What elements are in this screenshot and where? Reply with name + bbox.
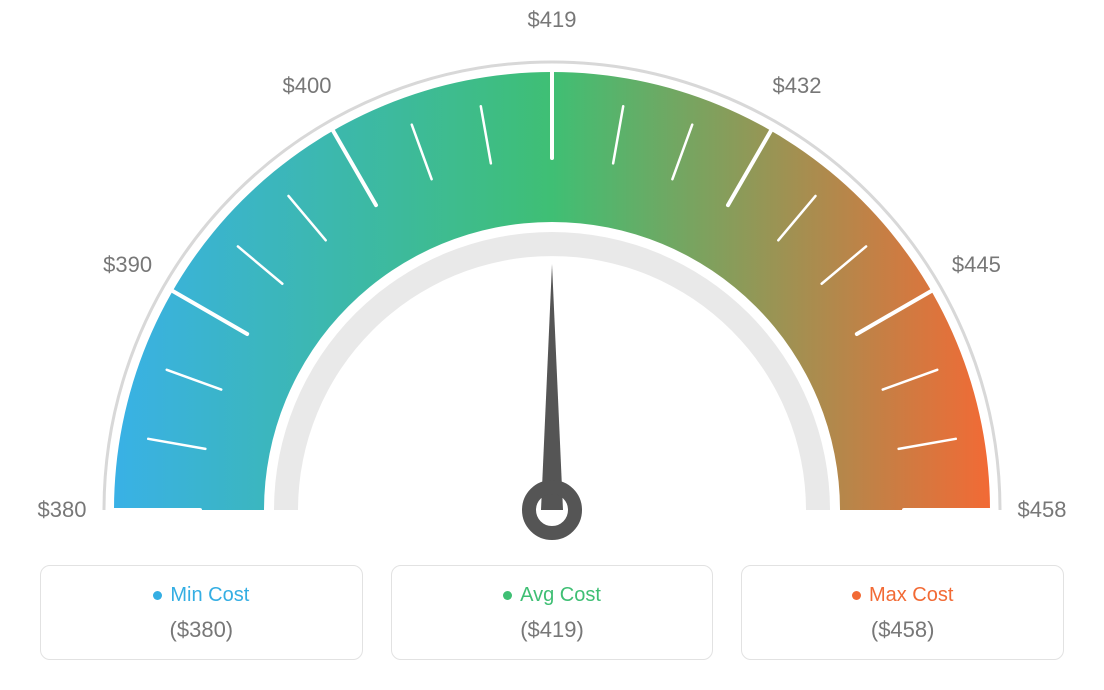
- legend-avg-box: Avg Cost ($419): [391, 565, 714, 660]
- legend-avg-value: ($419): [402, 617, 703, 643]
- legend-min-value: ($380): [51, 617, 352, 643]
- legend-avg-label: Avg Cost: [520, 584, 601, 606]
- gauge-tick-label: $400: [283, 73, 332, 99]
- gauge-tick-label: $432: [773, 73, 822, 99]
- gauge-tick-label: $445: [952, 252, 1001, 278]
- legend-max-value: ($458): [752, 617, 1053, 643]
- gauge-svg: [0, 0, 1104, 560]
- legend-max-dot: [852, 591, 861, 600]
- legend-row: Min Cost ($380) Avg Cost ($419) Max Cost…: [40, 565, 1064, 660]
- legend-min-label: Min Cost: [170, 584, 249, 606]
- legend-min-box: Min Cost ($380): [40, 565, 363, 660]
- legend-max-title: Max Cost: [752, 584, 1053, 607]
- cost-gauge-chart: $380 $390 $400 $419 $432 $445 $458: [0, 0, 1104, 560]
- legend-min-dot: [153, 591, 162, 600]
- legend-avg-title: Avg Cost: [402, 584, 703, 607]
- legend-max-label: Max Cost: [869, 584, 953, 606]
- gauge-tick-label: $390: [103, 252, 152, 278]
- legend-min-title: Min Cost: [51, 584, 352, 607]
- gauge-tick-label: $380: [38, 497, 87, 523]
- legend-avg-dot: [503, 591, 512, 600]
- gauge-tick-label: $458: [1018, 497, 1067, 523]
- gauge-tick-label: $419: [528, 7, 577, 33]
- legend-max-box: Max Cost ($458): [741, 565, 1064, 660]
